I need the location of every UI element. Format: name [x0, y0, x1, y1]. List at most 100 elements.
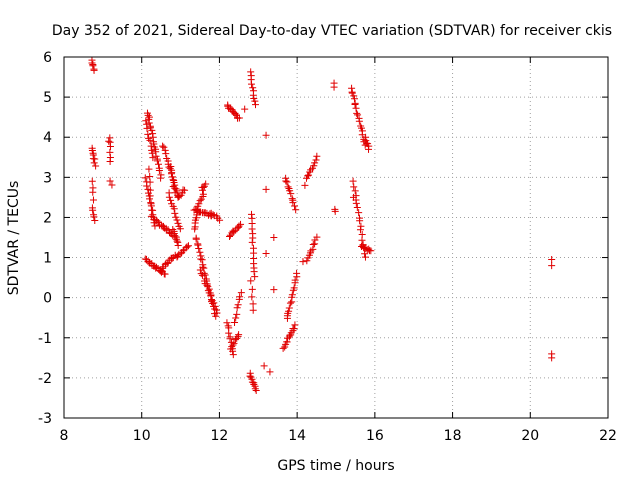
data-point: [196, 197, 204, 205]
data-point: [167, 162, 175, 170]
data-point: [212, 306, 220, 314]
data-point: [310, 162, 318, 170]
data-point: [352, 104, 360, 112]
data-point: [168, 254, 176, 262]
data-point: [229, 351, 237, 359]
data-point: [155, 167, 163, 175]
data-point: [331, 207, 339, 215]
data-point: [161, 146, 169, 154]
data-point: [301, 181, 309, 189]
data-point: [146, 192, 154, 200]
data-point: [195, 200, 203, 208]
data-point: [202, 180, 210, 188]
data-point: [159, 142, 167, 150]
data-point: [349, 177, 357, 185]
data-point: [148, 146, 156, 154]
data-point: [351, 101, 359, 109]
data-point: [262, 250, 270, 258]
data-point: [291, 321, 299, 329]
data-point: [170, 205, 178, 213]
data-point: [237, 220, 245, 228]
data-point: [311, 159, 319, 167]
data-point: [226, 233, 234, 241]
x-tick-label: 14: [288, 428, 306, 444]
data-point: [290, 284, 298, 292]
data-point: [303, 257, 311, 265]
x-tick-label: 16: [366, 428, 384, 444]
data-point: [143, 182, 151, 190]
data-points: [88, 56, 556, 395]
data-point: [548, 256, 556, 264]
data-point: [106, 142, 114, 150]
x-tick-label: 8: [60, 428, 69, 444]
data-point: [248, 293, 256, 301]
data-point: [283, 338, 291, 346]
data-point: [251, 273, 259, 281]
data-point: [148, 206, 156, 214]
data-point: [251, 97, 259, 105]
data-point: [231, 110, 239, 118]
data-point: [144, 130, 152, 138]
data-point: [282, 177, 290, 185]
data-point: [250, 380, 258, 388]
data-point: [165, 193, 173, 201]
y-tick-label: 0: [43, 291, 52, 307]
y-tick-label: -1: [38, 331, 52, 347]
data-point: [90, 213, 98, 221]
data-point: [211, 302, 219, 310]
data-point: [225, 329, 233, 337]
data-point: [236, 293, 244, 301]
data-point: [106, 177, 114, 185]
plot-frame: [63, 56, 609, 419]
data-point: [362, 245, 370, 253]
data-point: [285, 307, 293, 315]
data-point: [235, 114, 243, 122]
data-point: [91, 155, 99, 163]
data-point: [91, 217, 99, 225]
data-point: [142, 117, 150, 125]
data-point: [89, 196, 97, 204]
data-point: [248, 285, 256, 293]
data-point: [348, 89, 356, 97]
data-point: [167, 196, 175, 204]
data-point: [358, 236, 366, 244]
data-point: [228, 345, 236, 353]
data-point: [216, 216, 224, 224]
data-point: [241, 105, 249, 113]
data-point: [365, 145, 373, 153]
data-point: [234, 332, 242, 340]
y-tick-label: 4: [43, 130, 52, 146]
data-point: [350, 183, 358, 191]
data-point: [108, 181, 116, 189]
data-point: [250, 268, 258, 276]
data-point: [233, 310, 241, 318]
data-point: [149, 154, 157, 162]
data-point: [153, 157, 161, 165]
data-point: [284, 183, 292, 191]
data-point: [237, 289, 245, 297]
data-point: [209, 211, 217, 219]
data-point: [231, 319, 239, 327]
data-point: [355, 117, 363, 125]
data-point: [162, 150, 170, 158]
data-point: [157, 174, 165, 182]
data-point: [355, 209, 363, 217]
data-point: [251, 101, 259, 109]
data-point: [198, 183, 206, 191]
data-point: [293, 269, 301, 277]
data-point: [288, 291, 296, 299]
data-point: [548, 354, 556, 362]
data-point: [195, 245, 203, 253]
data-point: [198, 271, 206, 279]
data-point: [197, 270, 205, 278]
data-point: [292, 206, 300, 214]
data-point: [235, 331, 243, 339]
data-point: [247, 68, 255, 76]
data-point: [199, 190, 207, 198]
data-point: [233, 304, 241, 312]
data-point: [304, 172, 312, 180]
